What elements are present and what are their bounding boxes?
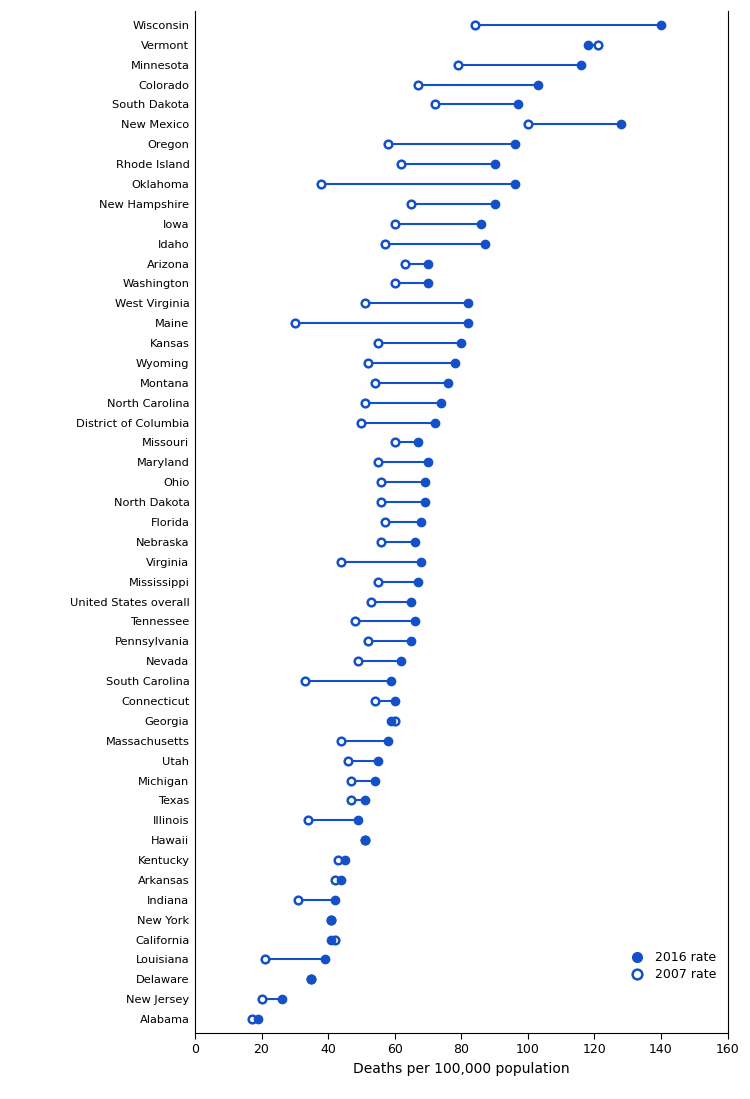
- X-axis label: Deaths per 100,000 population: Deaths per 100,000 population: [353, 1062, 569, 1076]
- Legend: 2016 rate, 2007 rate: 2016 rate, 2007 rate: [620, 946, 722, 986]
